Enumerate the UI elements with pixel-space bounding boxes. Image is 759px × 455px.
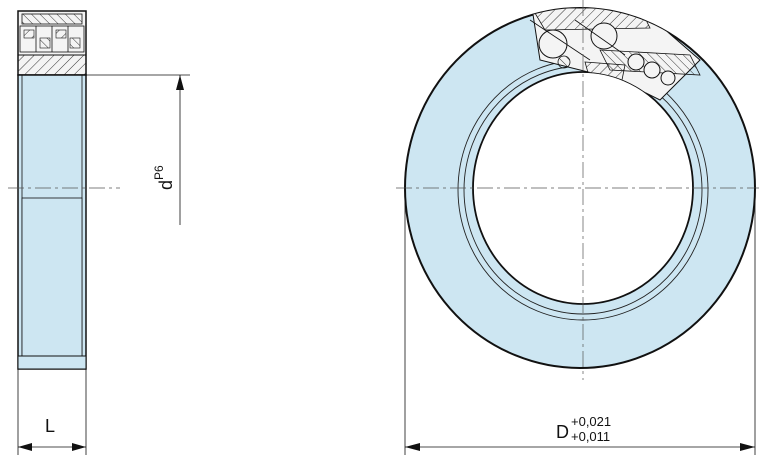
bore-dimension: d P6 [86, 74, 190, 225]
side-view [8, 10, 120, 370]
outer-symbol: D [556, 422, 569, 442]
cutaway-section [529, 8, 701, 101]
roller [643, 61, 661, 79]
outer-lower-deviation: +0,011 [571, 429, 610, 444]
roller [660, 70, 676, 86]
outer-dimension: D +0,021 +0,011 [404, 188, 756, 455]
bore-symbol: d [156, 180, 176, 190]
width-label: L [45, 416, 55, 436]
outer-ring [405, 8, 755, 368]
roller [590, 22, 618, 50]
outer-upper-deviation: +0,021 [571, 414, 611, 429]
roller [557, 55, 571, 69]
roller [538, 29, 568, 59]
front-view [396, 0, 759, 380]
bore-tolerance: P6 [152, 165, 166, 180]
roller [627, 53, 645, 71]
width-dimension: L [17, 369, 87, 455]
